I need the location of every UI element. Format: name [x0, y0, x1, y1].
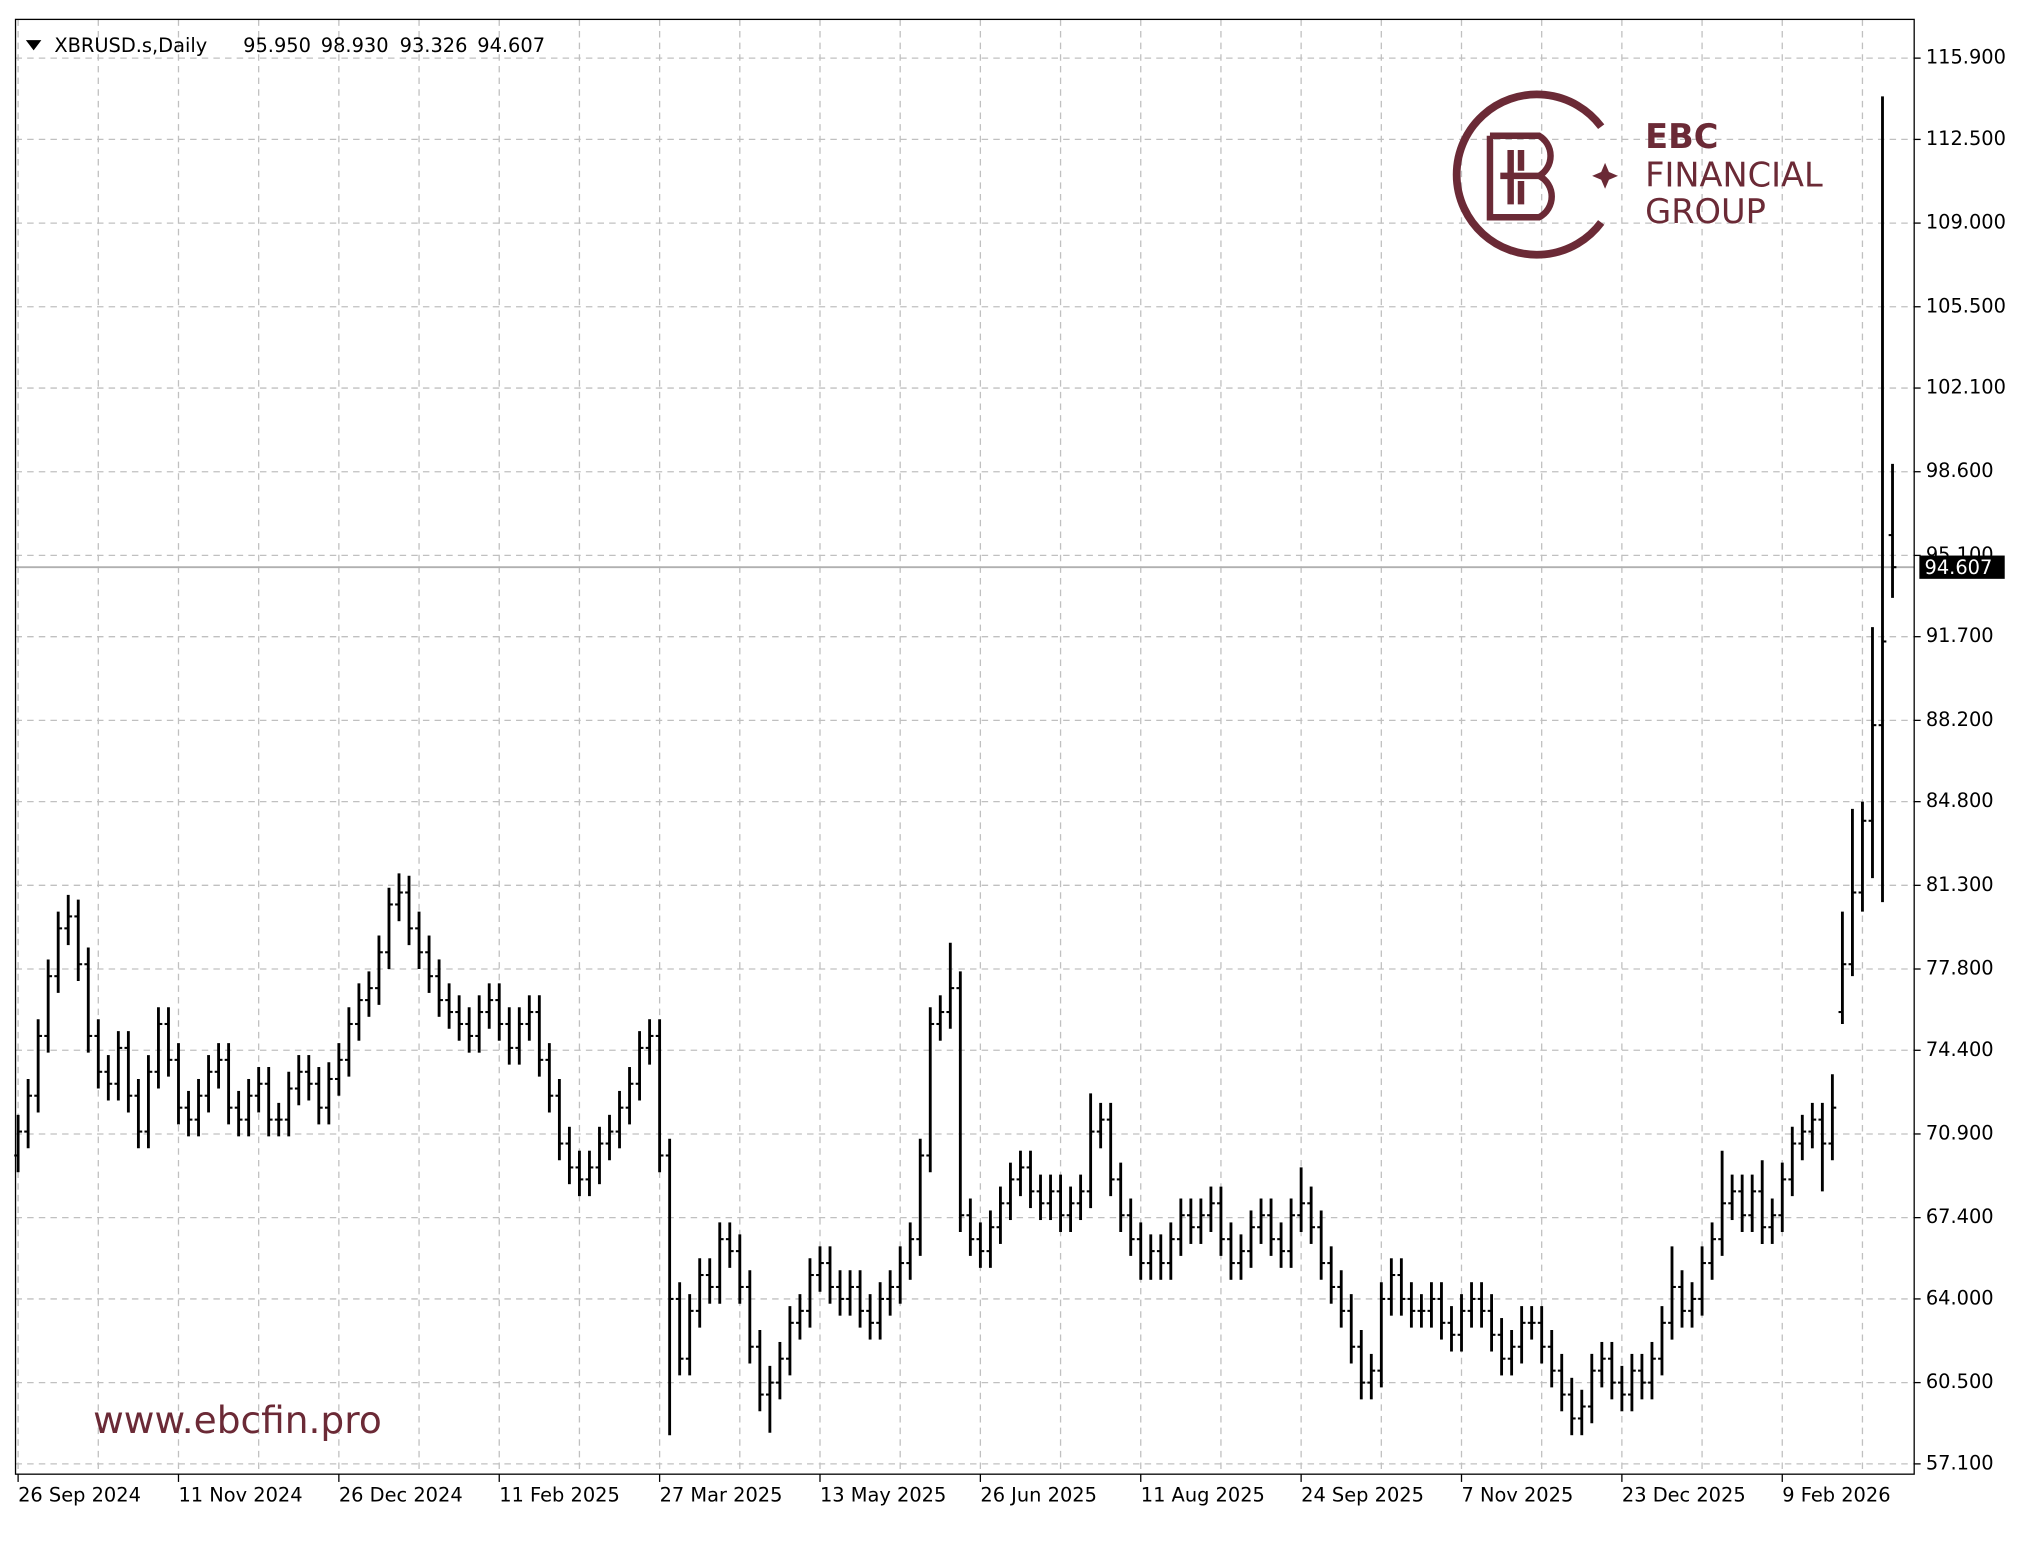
y-tick-label: 57.100 [1926, 1451, 1994, 1474]
y-tick-label: 109.000 [1926, 211, 2006, 234]
y-tick-label: 81.300 [1926, 873, 1994, 896]
axes: 115.900 112.500 109.000 105.500 102.100 98.60… [17, 46, 2006, 1507]
grid [15, 19, 1915, 1475]
x-tick-label: 26 Jun 2025 [980, 1484, 1097, 1507]
logo: EBC FINANCIAL GROUP [1452, 90, 1823, 259]
logo-text: EBC [1645, 117, 1718, 156]
y-tick-label: 105.500 [1926, 294, 2006, 317]
y-tick-label: 98.600 [1926, 459, 1994, 482]
website: www.ebcfin.pro [93, 1398, 382, 1442]
header-value: 95.950 [243, 34, 311, 57]
header-value: 98.930 [321, 34, 389, 57]
y-tick-label: 102.100 [1926, 376, 2006, 399]
y-tick-label: 77.800 [1926, 957, 1994, 980]
x-tick-label: 11 Nov 2024 [178, 1484, 302, 1507]
logo-star [1592, 162, 1619, 189]
y-tick-label: 64.000 [1926, 1286, 1994, 1309]
price-tag [1919, 555, 2005, 579]
x-tick-label: 27 Mar 2025 [660, 1484, 783, 1507]
header-arrow [25, 40, 42, 51]
y-tick-label: 115.900 [1926, 46, 2006, 69]
y-tick-label: 91.700 [1926, 624, 1994, 647]
x-tick-label: 13 May 2025 [820, 1484, 946, 1507]
logo-text: FINANCIAL [1645, 156, 1823, 195]
x-tick-label: 26 Dec 2024 [339, 1484, 463, 1507]
x-tick-label: 11 Feb 2025 [499, 1484, 620, 1507]
y-tick-label: 70.900 [1926, 1121, 1994, 1144]
header-value: 94.607 [477, 34, 545, 57]
logo-ring [1452, 90, 1605, 259]
logo-mark [1486, 132, 1555, 221]
header-value: 93.326 [400, 34, 468, 57]
x-tick-label: 9 Feb 2026 [1782, 1484, 1890, 1507]
bars [14, 96, 1897, 1436]
x-tick-label: 11 Aug 2025 [1141, 1484, 1265, 1507]
price-tag-label: 94.607 [1925, 556, 1993, 579]
y-tick-label: 74.400 [1926, 1038, 1994, 1061]
y-tick-label: 88.200 [1926, 708, 1994, 731]
x-tick-label: 26 Sep 2024 [18, 1484, 141, 1507]
y-tick-label: 60.500 [1926, 1370, 1994, 1393]
x-tick-label: 24 Sep 2025 [1301, 1484, 1424, 1507]
x-tick-label: 7 Nov 2025 [1462, 1484, 1574, 1507]
plot-frame [14, 18, 1915, 1475]
y-tick-label: 112.500 [1926, 127, 2006, 150]
y-tick-label: 67.400 [1926, 1205, 1994, 1228]
y-tick-label: 84.800 [1926, 789, 1994, 812]
symbol: XBRUSD.s,Daily [54, 34, 207, 57]
logo-text: GROUP [1645, 192, 1766, 231]
x-tick-label: 23 Dec 2025 [1622, 1484, 1746, 1507]
